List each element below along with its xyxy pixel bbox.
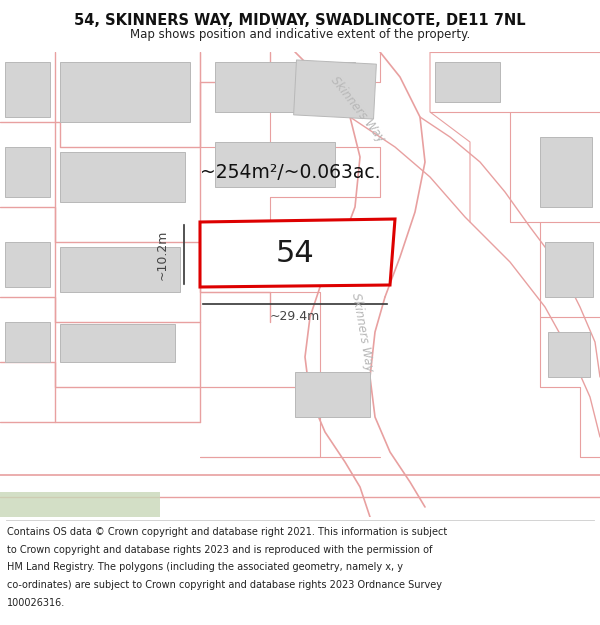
Text: HM Land Registry. The polygons (including the associated geometry, namely x, y: HM Land Registry. The polygons (includin… [7, 562, 403, 572]
Polygon shape [200, 219, 395, 287]
Bar [5, 322, 50, 362]
Text: to Crown copyright and database rights 2023 and is reproduced with the permissio: to Crown copyright and database rights 2… [7, 544, 433, 554]
Bar [60, 247, 180, 292]
Text: ~29.4m: ~29.4m [270, 311, 320, 324]
Text: 100026316.: 100026316. [7, 598, 65, 608]
Bar [435, 62, 500, 102]
Text: Map shows position and indicative extent of the property.: Map shows position and indicative extent… [130, 28, 470, 41]
Bar [5, 62, 50, 117]
Text: Skinners Way: Skinners Way [349, 292, 376, 372]
Text: co-ordinates) are subject to Crown copyright and database rights 2023 Ordnance S: co-ordinates) are subject to Crown copyr… [7, 580, 442, 590]
Bar [215, 62, 355, 112]
Text: 54, SKINNERS WAY, MIDWAY, SWADLINCOTE, DE11 7NL: 54, SKINNERS WAY, MIDWAY, SWADLINCOTE, D… [74, 13, 526, 28]
Text: Contains OS data © Crown copyright and database right 2021. This information is : Contains OS data © Crown copyright and d… [7, 527, 448, 537]
Bar [545, 242, 593, 297]
Bar [295, 372, 370, 417]
Bar [5, 242, 50, 287]
Bar [540, 137, 592, 207]
Bar [0, 492, 160, 517]
Text: ~10.2m: ~10.2m [155, 230, 169, 280]
Bar [60, 62, 190, 122]
Bar [60, 152, 185, 202]
Bar [215, 237, 325, 277]
Polygon shape [293, 60, 376, 119]
Text: Skinners Way: Skinners Way [328, 74, 388, 144]
Bar [5, 147, 50, 197]
Bar [60, 324, 175, 362]
Text: 54: 54 [275, 239, 314, 269]
Bar [548, 332, 590, 377]
Bar [215, 142, 335, 187]
Text: ~254m²/~0.063ac.: ~254m²/~0.063ac. [200, 162, 380, 181]
